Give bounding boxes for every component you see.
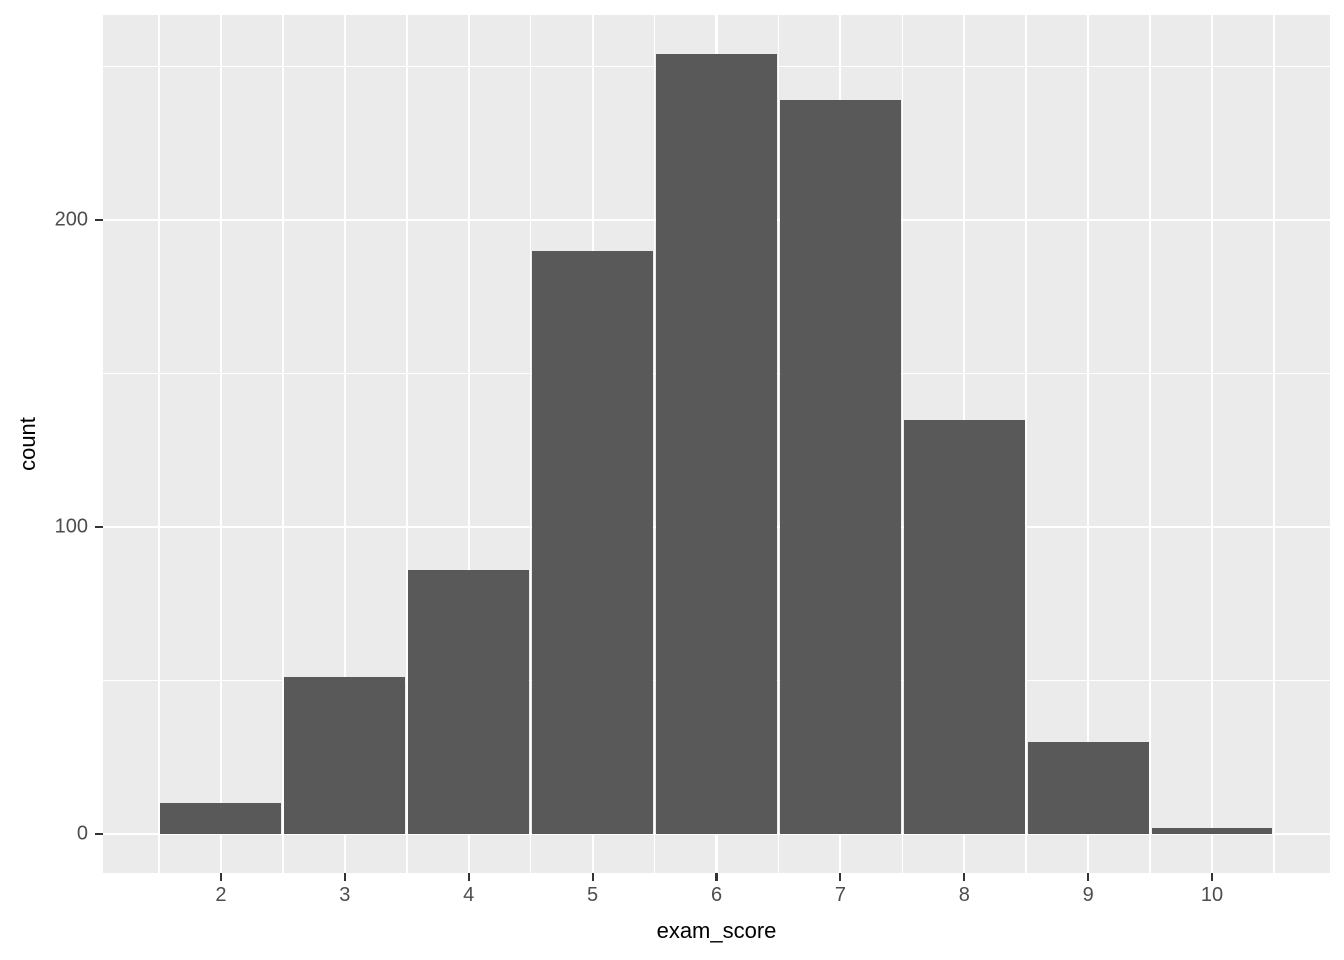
y-tick-label: 100	[54, 515, 88, 538]
x-tick-mark	[1087, 873, 1090, 881]
gridline-minor-x	[1273, 15, 1275, 873]
x-tick-label: 4	[463, 884, 475, 906]
y-tick-label: 200	[54, 208, 88, 231]
x-tick-label: 9	[1082, 884, 1094, 906]
x-tick-mark	[343, 873, 346, 881]
gridline-minor-x	[158, 15, 160, 873]
x-tick-label: 6	[710, 884, 723, 906]
x-tick-mark	[963, 873, 966, 881]
gridline-major-x	[343, 15, 346, 873]
y-tick-mark	[95, 832, 103, 836]
gridline-major-x	[219, 15, 223, 873]
x-tick-label: 5	[587, 884, 599, 906]
y-tick-label: 0	[76, 822, 88, 845]
gridline-minor-x	[282, 15, 284, 873]
gridline-minor-x	[653, 15, 656, 873]
x-tick-label: 2	[215, 884, 227, 906]
gridline-minor-x	[777, 15, 780, 873]
gridline-major-x	[467, 15, 470, 873]
gridline-minor-x	[1149, 15, 1151, 873]
histogram-bar	[408, 570, 530, 834]
plot-panel	[103, 15, 1330, 873]
x-axis-title: exam_score	[656, 918, 777, 943]
histogram-bar	[1151, 827, 1273, 834]
y-axis-title: count	[15, 417, 40, 471]
y-tick-mark	[95, 525, 103, 529]
x-tick-mark	[839, 873, 842, 881]
x-tick-mark	[1210, 873, 1214, 881]
x-tick-mark	[219, 873, 223, 881]
histogram-bar	[284, 677, 406, 834]
gridline-major-x	[1087, 15, 1090, 873]
histogram-bar	[656, 54, 777, 834]
histogram-bar	[903, 419, 1025, 834]
gridline-minor-x	[529, 15, 532, 873]
gridline-minor-x	[1025, 15, 1027, 873]
x-tick-label: 3	[339, 884, 351, 906]
x-tick-label: 10	[1200, 884, 1224, 906]
x-tick-mark	[467, 873, 470, 881]
y-tick-mark	[95, 218, 103, 222]
x-tick-label: 8	[958, 884, 970, 906]
histogram-bar	[1027, 741, 1149, 834]
gridline-major-x	[1210, 15, 1214, 873]
x-tick-mark	[591, 873, 594, 881]
gridline-major-y	[103, 832, 1330, 836]
histogram-bar	[160, 803, 282, 834]
x-tick-mark	[715, 873, 718, 881]
gridline-minor-x	[406, 15, 408, 873]
gridline-minor-x	[901, 15, 904, 873]
histogram-bar	[779, 100, 901, 834]
histogram-bar	[532, 250, 654, 834]
x-tick-label: 7	[834, 884, 846, 906]
